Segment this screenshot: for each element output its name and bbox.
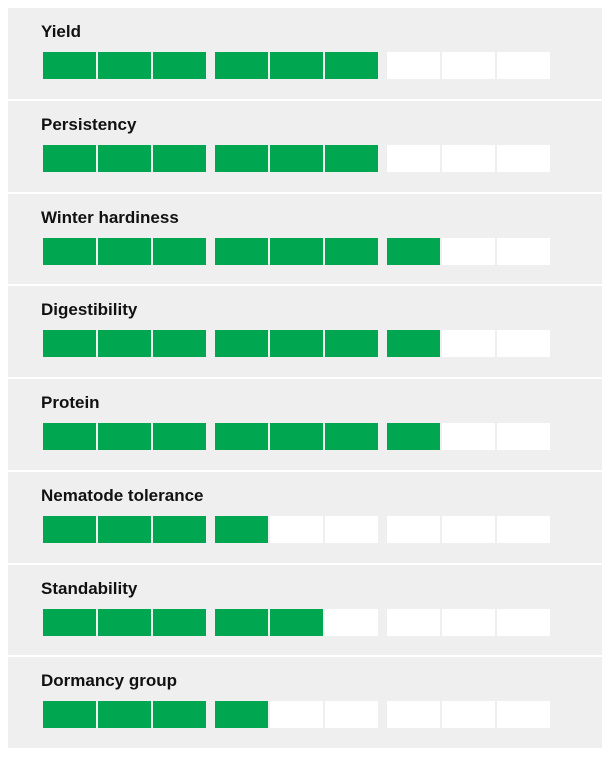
filled-segment xyxy=(98,515,151,543)
filled-segment xyxy=(153,423,206,450)
rating-row: Protein xyxy=(8,379,602,470)
empty-segment xyxy=(325,608,378,636)
filled-segment xyxy=(43,330,96,358)
empty-segment xyxy=(497,237,550,265)
filled-segment xyxy=(153,515,206,543)
empty-segment xyxy=(270,515,323,543)
filled-segment xyxy=(270,423,323,450)
rating-row: Standability xyxy=(8,564,602,656)
empty-segment xyxy=(497,52,550,79)
filled-segment xyxy=(270,330,323,358)
filled-segment xyxy=(98,144,151,172)
empty-segment xyxy=(497,515,550,543)
empty-segment xyxy=(497,608,550,636)
empty-segment xyxy=(387,52,440,79)
empty-segment xyxy=(325,701,378,729)
filled-segment xyxy=(325,237,378,265)
empty-segment xyxy=(442,144,495,172)
empty-segment xyxy=(387,144,440,172)
filled-segment xyxy=(153,237,206,265)
filled-segment xyxy=(215,330,268,358)
empty-segment xyxy=(325,515,378,543)
rating-label: Dormancy group xyxy=(41,671,178,691)
filled-segment xyxy=(153,52,206,79)
rating-label: Protein xyxy=(41,393,100,412)
empty-segment xyxy=(497,144,550,172)
filled-segment xyxy=(215,423,268,450)
empty-segment xyxy=(442,52,495,79)
filled-segment xyxy=(98,237,151,265)
empty-segment xyxy=(442,515,495,543)
empty-segment xyxy=(497,423,550,450)
filled-segment xyxy=(153,701,206,729)
filled-segment xyxy=(270,608,323,636)
filled-segment xyxy=(215,515,268,543)
rating-row: Persistency xyxy=(8,100,602,192)
filled-segment xyxy=(270,237,323,265)
filled-segment xyxy=(215,608,268,636)
rating-row: Nematode tolerance xyxy=(8,471,602,563)
empty-segment xyxy=(387,515,440,543)
filled-segment xyxy=(325,330,378,358)
empty-segment xyxy=(387,701,440,729)
filled-segment xyxy=(43,144,96,172)
empty-segment xyxy=(442,330,495,358)
filled-segment xyxy=(98,423,151,450)
filled-segment xyxy=(387,330,440,358)
filled-segment xyxy=(215,52,268,79)
filled-segment xyxy=(387,237,440,265)
rating-row: Yield xyxy=(8,8,602,99)
filled-segment xyxy=(215,237,268,265)
empty-segment xyxy=(442,701,495,729)
filled-segment xyxy=(43,608,96,636)
filled-segment xyxy=(387,423,440,450)
filled-segment xyxy=(43,701,96,729)
rating-row: Winter hardiness xyxy=(8,193,602,285)
empty-segment xyxy=(442,423,495,450)
filled-segment xyxy=(98,52,151,79)
empty-segment xyxy=(442,237,495,265)
rating-label: Standability xyxy=(41,578,138,598)
filled-segment xyxy=(325,52,378,79)
filled-segment xyxy=(43,52,96,79)
rating-label: Winter hardiness xyxy=(41,207,179,227)
filled-segment xyxy=(270,144,323,172)
filled-segment xyxy=(98,701,151,729)
filled-segment xyxy=(43,515,96,543)
rating-label: Persistency xyxy=(41,114,137,134)
rating-label: Yield xyxy=(41,22,81,41)
filled-segment xyxy=(43,423,96,450)
filled-segment xyxy=(215,701,268,729)
empty-segment xyxy=(270,701,323,729)
rating-panel: Yield Persistency Winter hardiness Digestib… xyxy=(8,8,602,750)
rating-row: Dormancy group xyxy=(8,657,602,748)
rating-label: Digestibility xyxy=(41,300,138,320)
rating-label: Nematode tolerance xyxy=(41,485,204,505)
filled-segment xyxy=(270,52,323,79)
filled-segment xyxy=(98,608,151,636)
rating-row: Digestibility xyxy=(8,286,602,377)
filled-segment xyxy=(325,423,378,450)
empty-segment xyxy=(442,608,495,636)
filled-segment xyxy=(325,144,378,172)
filled-segment xyxy=(43,237,96,265)
filled-segment xyxy=(153,144,206,172)
filled-segment xyxy=(98,330,151,358)
filled-segment xyxy=(215,144,268,172)
filled-segment xyxy=(153,608,206,636)
empty-segment xyxy=(387,608,440,636)
empty-segment xyxy=(497,701,550,729)
empty-segment xyxy=(497,330,550,358)
filled-segment xyxy=(153,330,206,358)
